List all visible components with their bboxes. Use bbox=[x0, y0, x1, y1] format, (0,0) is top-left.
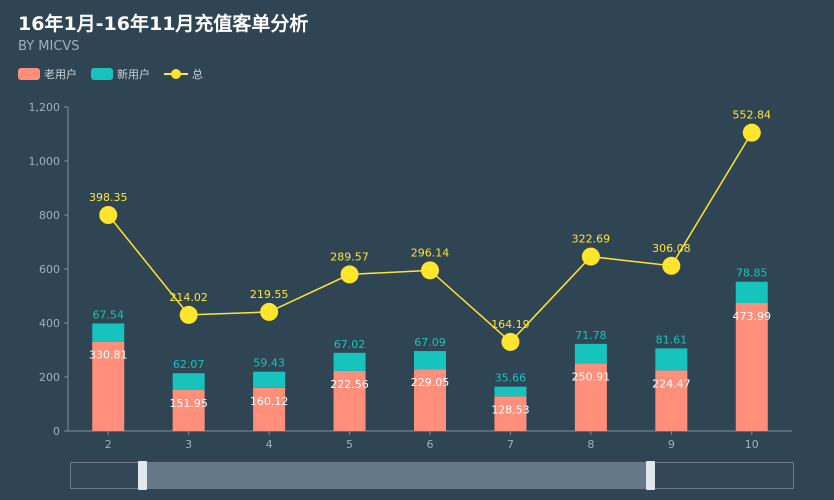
bar-old-users bbox=[735, 303, 768, 431]
data-label-total: 214.02 bbox=[169, 291, 208, 304]
bar-old-users bbox=[574, 363, 607, 431]
data-label-new-users: 67.54 bbox=[92, 308, 124, 321]
data-label-old-users: 160.12 bbox=[250, 395, 289, 408]
data-label-total: 219.55 bbox=[250, 288, 289, 301]
data-label-new-users: 67.09 bbox=[414, 336, 446, 349]
data-label-total: 398.35 bbox=[89, 191, 128, 204]
bar-new-users bbox=[253, 371, 286, 388]
legend-label-old-users: 老用户 bbox=[44, 68, 77, 81]
x-tick-label: 6 bbox=[427, 438, 434, 451]
bar-old-users bbox=[414, 369, 446, 431]
x-tick-label: 3 bbox=[185, 438, 192, 451]
legend-item-total[interactable]: 总 bbox=[164, 66, 203, 82]
point-total bbox=[662, 256, 681, 275]
data-label-new-users: 71.78 bbox=[575, 329, 607, 342]
legend-swatch-new-users bbox=[91, 68, 113, 80]
x-tick-label: 9 bbox=[668, 438, 675, 451]
bar-old-users bbox=[92, 341, 125, 431]
bar-new-users bbox=[414, 351, 446, 370]
point-total bbox=[581, 247, 600, 266]
chart-title: 16年1月-16年11月充值客单分析 bbox=[18, 13, 309, 35]
legend-label-total: 总 bbox=[192, 68, 203, 81]
chart-legend: 老用户 新用户 总 bbox=[18, 66, 203, 82]
point-total bbox=[260, 302, 279, 321]
bar-old-users bbox=[333, 370, 366, 431]
data-label-old-users: 151.95 bbox=[169, 397, 208, 410]
data-zoom-start-handle[interactable] bbox=[138, 461, 147, 490]
bar-old-users bbox=[655, 370, 688, 431]
bar-old-users bbox=[172, 389, 205, 431]
y-tick-label: 600 bbox=[39, 263, 60, 276]
bar-new-users bbox=[92, 323, 125, 342]
y-tick-label: 200 bbox=[39, 371, 60, 384]
point-total bbox=[179, 305, 198, 324]
data-label-new-users: 81.61 bbox=[656, 333, 688, 346]
bar-new-users bbox=[494, 386, 527, 397]
x-tick-label: 10 bbox=[745, 438, 759, 451]
data-label-total: 552.84 bbox=[733, 109, 772, 122]
data-zoom-slider[interactable] bbox=[70, 461, 794, 490]
bar-new-users bbox=[333, 352, 366, 371]
bar-new-users bbox=[574, 343, 607, 364]
bar-old-users bbox=[494, 396, 527, 431]
y-tick-label: 800 bbox=[39, 209, 60, 222]
x-tick-label: 8 bbox=[587, 438, 594, 451]
data-label-new-users: 35.66 bbox=[495, 372, 527, 385]
point-total bbox=[742, 123, 761, 142]
data-label-total: 322.69 bbox=[572, 233, 611, 246]
data-label-new-users: 78.85 bbox=[736, 267, 768, 280]
bar-new-users bbox=[735, 281, 768, 304]
legend-label-new-users: 新用户 bbox=[117, 68, 150, 81]
legend-item-old-users[interactable]: 老用户 bbox=[18, 66, 77, 82]
point-total bbox=[501, 332, 520, 351]
data-label-old-users: 128.53 bbox=[491, 403, 530, 416]
data-label-old-users: 222.56 bbox=[330, 378, 369, 391]
line-total bbox=[107, 132, 753, 343]
chart-subtitle: BY MICVS bbox=[18, 39, 80, 54]
legend-item-new-users[interactable]: 新用户 bbox=[91, 66, 150, 82]
data-label-old-users: 473.99 bbox=[733, 310, 772, 323]
bar-new-users bbox=[655, 348, 688, 371]
legend-swatch-old-users bbox=[18, 68, 40, 80]
x-tick-label: 2 bbox=[105, 438, 112, 451]
y-tick-label: 1,000 bbox=[29, 155, 61, 168]
data-label-total: 164.19 bbox=[491, 318, 530, 331]
data-label-old-users: 224.47 bbox=[652, 377, 691, 390]
y-tick-label: 0 bbox=[53, 425, 60, 438]
data-zoom-window[interactable] bbox=[143, 463, 651, 488]
data-label-new-users: 62.07 bbox=[173, 358, 205, 371]
x-tick-label: 4 bbox=[266, 438, 273, 451]
data-label-total: 306.08 bbox=[652, 242, 691, 255]
data-label-total: 296.14 bbox=[411, 246, 450, 259]
point-total bbox=[340, 265, 359, 284]
point-total bbox=[421, 261, 439, 280]
x-tick-label: 5 bbox=[346, 438, 353, 451]
bar-old-users bbox=[253, 387, 286, 431]
data-label-old-users: 250.91 bbox=[572, 370, 611, 383]
data-label-old-users: 330.81 bbox=[89, 349, 128, 362]
bar-new-users bbox=[172, 373, 205, 390]
data-zoom-end-handle[interactable] bbox=[646, 461, 655, 490]
data-label-new-users: 59.43 bbox=[253, 357, 285, 370]
y-tick-label: 1,200 bbox=[29, 101, 61, 114]
legend-swatch-total bbox=[164, 68, 188, 80]
y-tick-label: 400 bbox=[39, 317, 60, 330]
x-tick-label: 7 bbox=[507, 438, 514, 451]
data-label-new-users: 67.02 bbox=[334, 338, 366, 351]
data-label-old-users: 229.05 bbox=[411, 376, 450, 389]
point-total bbox=[99, 206, 118, 224]
data-label-total: 289.57 bbox=[330, 250, 369, 263]
